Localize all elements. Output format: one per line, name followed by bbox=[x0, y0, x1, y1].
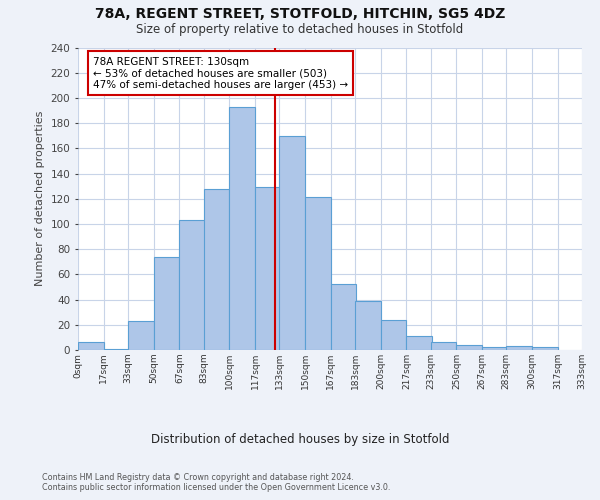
Text: 78A, REGENT STREET, STOTFOLD, HITCHIN, SG5 4DZ: 78A, REGENT STREET, STOTFOLD, HITCHIN, S… bbox=[95, 8, 505, 22]
Y-axis label: Number of detached properties: Number of detached properties bbox=[35, 111, 45, 286]
Bar bbox=[532, 348, 558, 350]
Bar bbox=[482, 348, 508, 350]
Bar bbox=[179, 220, 205, 350]
Bar bbox=[431, 342, 457, 350]
Bar bbox=[381, 320, 406, 350]
Bar bbox=[203, 188, 229, 350]
Text: Contains public sector information licensed under the Open Government Licence v3: Contains public sector information licen… bbox=[42, 484, 391, 492]
Bar bbox=[255, 188, 281, 350]
Bar bbox=[104, 348, 130, 350]
Bar bbox=[331, 284, 356, 350]
Bar bbox=[279, 136, 305, 350]
Bar bbox=[154, 256, 179, 350]
Text: Contains HM Land Registry data © Crown copyright and database right 2024.: Contains HM Land Registry data © Crown c… bbox=[42, 472, 354, 482]
Bar bbox=[406, 336, 432, 350]
Bar bbox=[506, 346, 532, 350]
Bar bbox=[355, 301, 381, 350]
Bar bbox=[305, 198, 331, 350]
Text: Size of property relative to detached houses in Stotfold: Size of property relative to detached ho… bbox=[136, 22, 464, 36]
Bar bbox=[229, 106, 255, 350]
Text: Distribution of detached houses by size in Stotfold: Distribution of detached houses by size … bbox=[151, 432, 449, 446]
Bar bbox=[78, 342, 104, 350]
Bar bbox=[128, 321, 154, 350]
Text: 78A REGENT STREET: 130sqm
← 53% of detached houses are smaller (503)
47% of semi: 78A REGENT STREET: 130sqm ← 53% of detac… bbox=[93, 56, 348, 90]
Bar bbox=[457, 345, 482, 350]
